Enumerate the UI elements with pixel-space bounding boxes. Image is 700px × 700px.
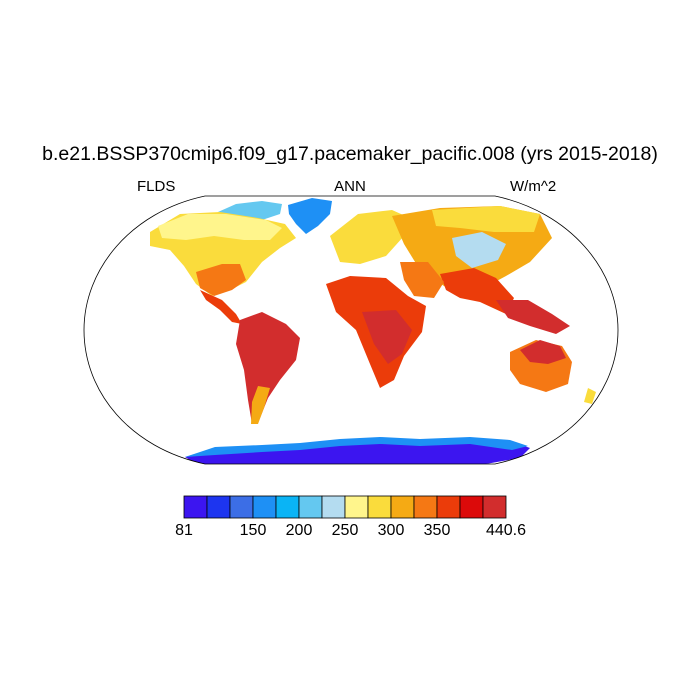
new-zealand-region <box>584 388 596 404</box>
colorbar-tick-label: 150 <box>239 522 267 539</box>
siberia-region <box>432 206 540 232</box>
arabia-region <box>400 262 444 298</box>
colorbar-swatch <box>459 495 484 519</box>
colorbar-tick-label: 440.6 <box>485 522 527 539</box>
colorbar-swatch <box>413 495 438 519</box>
central-america-region <box>200 290 242 324</box>
tibet-region <box>452 232 506 268</box>
season-label: ANN <box>334 178 366 195</box>
colorbar-tick-label: 300 <box>377 522 405 539</box>
antarctica-coast <box>185 437 528 457</box>
colorbar-swatch <box>344 495 369 519</box>
colorbar-tick-label: 200 <box>285 522 313 539</box>
colorbar-swatch <box>298 495 323 519</box>
map-boundary <box>83 195 619 465</box>
north-america-east <box>196 264 246 296</box>
south-america-south <box>251 386 270 424</box>
colorbar-tick-label: 250 <box>331 522 359 539</box>
colorbar-swatch <box>367 495 392 519</box>
colorbar-swatch <box>321 495 346 519</box>
units-label: W/m^2 <box>510 178 557 195</box>
europe-region <box>330 210 410 264</box>
colorbar-swatch <box>275 495 300 519</box>
colorbar-swatch <box>482 495 507 519</box>
greenland-region <box>288 198 332 234</box>
north-america-north <box>158 214 282 240</box>
colorbar-swatch <box>252 495 277 519</box>
colorbar-swatch <box>436 495 461 519</box>
central-africa-region <box>362 310 412 364</box>
colorbar-swatch <box>183 495 208 519</box>
colorbar <box>183 495 507 519</box>
variable-label: FLDS <box>137 178 176 195</box>
australia-north <box>520 340 566 364</box>
colorbar-swatch <box>229 495 254 519</box>
colorbar-swatch <box>206 495 231 519</box>
world-map <box>150 198 596 464</box>
colorbar-tick-label: 81 <box>175 522 193 539</box>
south-america-region <box>236 312 300 424</box>
se-asia-islands <box>496 300 570 334</box>
colorbar-tick-label: 350 <box>423 522 451 539</box>
map-title: b.e21.BSSP370cmip6.f09_g17.pacemaker_pac… <box>42 143 658 165</box>
south-asia-region <box>440 268 514 314</box>
colorbar-swatch <box>390 495 415 519</box>
